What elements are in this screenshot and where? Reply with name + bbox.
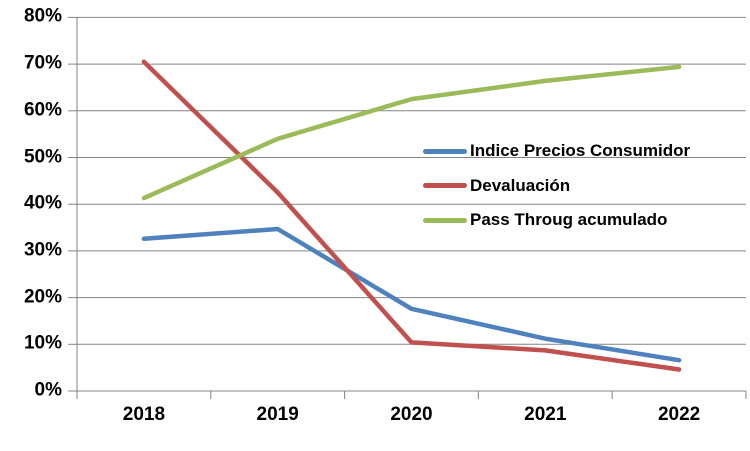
series-line-pass-throug-acumulado <box>141 64 682 201</box>
chart-legend: Indice Precios Consumidor Devaluación Pass… <box>423 134 690 238</box>
legend-item: Indice Precios Consumidor <box>423 134 690 169</box>
y-axis-tick-label: 30% <box>23 239 62 261</box>
legend-item: Devaluación <box>423 169 690 204</box>
x-axis-tick-label: 2021 <box>524 404 567 425</box>
y-axis-tick-label: 50% <box>23 146 62 168</box>
x-axis-tick-label: 2018 <box>122 404 166 425</box>
y-axis-tick-label: 40% <box>23 192 62 214</box>
y-axis-tick-label: 0% <box>34 379 62 401</box>
legend-label: Indice Precios Consumidor <box>470 141 691 161</box>
y-axis-tick-label: 10% <box>23 332 62 354</box>
legend-label: Pass Throug acumulado <box>470 210 668 230</box>
legend-line-swatch <box>423 148 467 154</box>
legend-label: Devaluación <box>470 175 571 195</box>
y-axis-tick-label: 20% <box>23 286 62 308</box>
y-axis-tick-label: 70% <box>23 52 62 74</box>
x-axis-tick-label: 2022 <box>657 404 701 425</box>
legend-line-swatch <box>423 183 467 189</box>
y-axis-tick-label: 60% <box>23 99 62 121</box>
x-axis-tick-label: 2019 <box>256 404 299 425</box>
x-axis-tick-label: 2020 <box>390 404 433 425</box>
series-line-indice-precios-consumidor <box>141 226 682 363</box>
legend-item: Pass Throug acumulado <box>423 203 690 238</box>
series-line-devaluaci-n <box>141 59 682 372</box>
legend-line-swatch <box>423 217 467 223</box>
y-axis-tick-label: 80% <box>23 5 62 27</box>
